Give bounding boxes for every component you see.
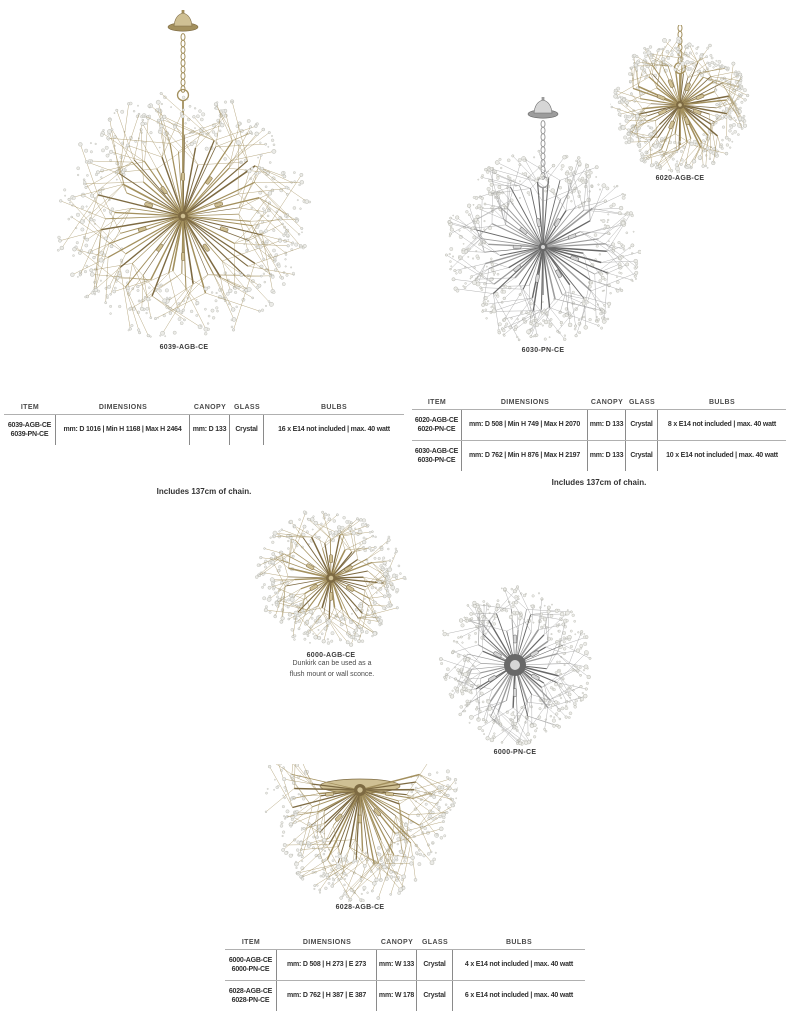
chain-note-right: Includes 137cm of chain. bbox=[551, 478, 647, 487]
col-header-dimensions: DIMENSIONS bbox=[98, 404, 148, 411]
flush-mount-note: Dunkirk can be used as a flush mount or … bbox=[252, 659, 412, 680]
col-header-canopy: CANOPY bbox=[590, 399, 624, 406]
cell-glass: Crystal bbox=[417, 950, 453, 980]
item-code: 6000-PN-CE bbox=[231, 966, 270, 973]
col-header-glass: GLASS bbox=[233, 404, 261, 411]
col-header-canopy: CANOPY bbox=[380, 939, 414, 946]
col-header-bulbs: BULBS bbox=[505, 939, 533, 946]
chandelier-pendant-large-image bbox=[56, 10, 312, 338]
cell-canopy: mm: D 133 bbox=[588, 410, 626, 440]
spec-table-row: 6000-AGB-CE 6000-PN-CE mm: D 508 | H 273… bbox=[225, 949, 585, 980]
spec-table-row: 6020-AGB-CE 6020-PN-CE mm: D 508 | Min H… bbox=[412, 409, 786, 440]
flush-mount-brass-image bbox=[254, 510, 407, 647]
chandelier-pendant-medium-image bbox=[445, 97, 641, 342]
item-code: 6030-PN-CE bbox=[417, 457, 456, 464]
col-header-canopy: CANOPY bbox=[193, 404, 227, 411]
product-code-label: 6028-AGB-CE bbox=[335, 904, 385, 911]
cell-item: 6020-AGB-CE 6020-PN-CE bbox=[412, 410, 462, 440]
product-code-label: 6000-AGB-CE bbox=[306, 652, 356, 659]
item-code: 6020-PN-CE bbox=[417, 426, 456, 433]
spec-table-header-row: ITEM DIMENSIONS CANOPY GLASS BULBS bbox=[412, 395, 786, 409]
cell-dimensions: mm: D 762 | Min H 876 | Max H 2197 bbox=[462, 441, 588, 471]
product-code-label: 6020-AGB-CE bbox=[655, 175, 705, 182]
cell-glass: Crystal bbox=[417, 981, 453, 1011]
cell-glass: Crystal bbox=[230, 415, 264, 445]
flush-mount-note-line1: Dunkirk can be used as a bbox=[292, 660, 372, 667]
col-header-bulbs: BULBS bbox=[320, 404, 348, 411]
col-header-bulbs: BULBS bbox=[708, 399, 736, 406]
product-figure-6030: 6030-PN-CE bbox=[445, 95, 641, 354]
item-code: 6039-AGB-CE bbox=[7, 421, 52, 429]
chain-note-left: Includes 137cm of chain. bbox=[156, 487, 252, 496]
cell-dimensions: mm: D 1016 | Min H 1168 | Max H 2464 bbox=[56, 415, 190, 445]
flush-mount-nickel-image bbox=[438, 585, 592, 746]
product-figure-6028: 6028-AGB-CE bbox=[262, 764, 458, 911]
item-code: 6028-PN-CE bbox=[231, 997, 270, 1004]
cell-dimensions: mm: D 508 | Min H 749 | Max H 2070 bbox=[462, 410, 588, 440]
spec-table-row: 6028-AGB-CE 6028-PN-CE mm: D 762 | H 387… bbox=[225, 980, 585, 1011]
col-header-glass: GLASS bbox=[421, 939, 449, 946]
cell-glass: Crystal bbox=[626, 410, 658, 440]
cell-item: 6028-AGB-CE 6028-PN-CE bbox=[225, 981, 277, 1011]
product-figure-6039: 6039-AGB-CE bbox=[55, 8, 313, 351]
product-figure-6000-agb: 6000-AGB-CE bbox=[254, 504, 408, 659]
cell-dimensions: mm: D 762 | H 387 | E 387 bbox=[277, 981, 377, 1011]
cell-canopy: mm: D 133 bbox=[588, 441, 626, 471]
cell-canopy: mm: W 178 bbox=[377, 981, 417, 1011]
cell-dimensions: mm: D 508 | H 273 | E 273 bbox=[277, 950, 377, 980]
product-figure-6000-pn: 6000-PN-CE bbox=[437, 585, 593, 756]
spec-table-row: 6039-AGB-CE 6039-PN-CE mm: D 1016 | Min … bbox=[4, 414, 404, 445]
cell-item: 6030-AGB-CE 6030-PN-CE bbox=[412, 441, 462, 471]
cell-item: 6039-AGB-CE 6039-PN-CE bbox=[4, 415, 56, 445]
spec-table-6020-6030: ITEM DIMENSIONS CANOPY GLASS BULBS 6020-… bbox=[412, 395, 786, 471]
product-code-label: 6030-PN-CE bbox=[521, 347, 565, 354]
col-header-item: ITEM bbox=[20, 404, 40, 411]
col-header-glass: GLASS bbox=[628, 399, 656, 406]
spec-table-header-row: ITEM DIMENSIONS CANOPY GLASS BULBS bbox=[4, 400, 404, 414]
item-code: 6000-AGB-CE bbox=[228, 956, 273, 964]
flush-mount-note-line2: flush mount or wall sconce. bbox=[289, 670, 375, 678]
cell-canopy: mm: W 133 bbox=[377, 950, 417, 980]
item-code: 6028-AGB-CE bbox=[228, 987, 273, 995]
product-code-label: 6000-PN-CE bbox=[493, 749, 537, 756]
cell-bulbs: 10 x E14 not included | max. 40 watt bbox=[666, 452, 778, 460]
spec-table-6000-6028: ITEM DIMENSIONS CANOPY GLASS BULBS 6000-… bbox=[225, 935, 585, 1011]
cell-bulbs: 8 x E14 not included | max. 40 watt bbox=[667, 421, 777, 429]
flush-mount-halfdome-image bbox=[264, 764, 458, 902]
spec-table-header-row: ITEM DIMENSIONS CANOPY GLASS BULBS bbox=[225, 935, 585, 949]
item-code: 6030-AGB-CE bbox=[414, 447, 459, 455]
spec-table-row: 6030-AGB-CE 6030-PN-CE mm: D 762 | Min H… bbox=[412, 440, 786, 471]
product-figure-6020: 6020-AGB-CE bbox=[610, 25, 750, 182]
spec-table-6039: ITEM DIMENSIONS CANOPY GLASS BULBS 6039-… bbox=[4, 400, 404, 445]
cell-bulbs: 4 x E14 not included | max. 40 watt bbox=[464, 961, 574, 969]
col-header-dimensions: DIMENSIONS bbox=[500, 399, 550, 406]
cell-glass: Crystal bbox=[626, 441, 658, 471]
col-header-dimensions: DIMENSIONS bbox=[302, 939, 352, 946]
col-header-item: ITEM bbox=[427, 399, 447, 406]
item-code: 6039-PN-CE bbox=[10, 431, 49, 438]
chandelier-pendant-small-image bbox=[610, 25, 750, 173]
item-code: 6020-AGB-CE bbox=[414, 416, 459, 424]
cell-bulbs: 16 x E14 not included | max. 40 watt bbox=[278, 426, 390, 434]
cell-bulbs: 6 x E14 not included | max. 40 watt bbox=[464, 992, 574, 1000]
cell-item: 6000-AGB-CE 6000-PN-CE bbox=[225, 950, 277, 980]
product-code-label: 6039-AGB-CE bbox=[159, 344, 209, 351]
col-header-item: ITEM bbox=[241, 939, 261, 946]
cell-canopy: mm: D 133 bbox=[190, 415, 230, 445]
